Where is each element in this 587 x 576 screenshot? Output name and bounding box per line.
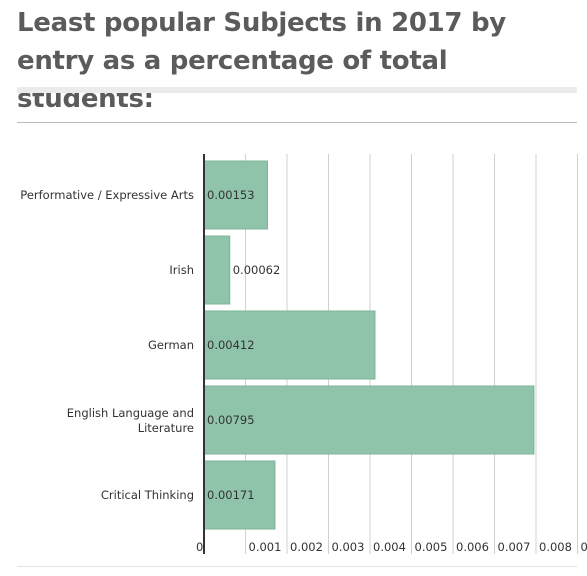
x-tick-label: 0.005 bbox=[415, 540, 448, 554]
bars bbox=[203, 160, 535, 530]
x-tick-label: 0.008 bbox=[539, 540, 572, 554]
bar bbox=[203, 460, 276, 530]
bar-value-label: 0.00153 bbox=[207, 188, 255, 202]
category-label: Performative / Expressive Arts bbox=[20, 188, 194, 202]
x-tick-label: 0.003 bbox=[332, 540, 365, 554]
category-label: Irish bbox=[169, 263, 194, 277]
x-tick-label: 0.007 bbox=[498, 540, 531, 554]
bottom-divider bbox=[17, 566, 577, 567]
x-tick-label: 0.002 bbox=[290, 540, 323, 554]
title-divider bbox=[17, 87, 577, 93]
labels: 0 0.001 0.002 0.003 0.004 0.005 0.006 0.007 0.00… bbox=[20, 188, 587, 554]
bar-value-label: 0.00062 bbox=[233, 263, 281, 277]
category-label: English Language and Literature bbox=[67, 406, 194, 435]
x-tick-label: 0.001 bbox=[249, 540, 282, 554]
bar-value-label: 0.00412 bbox=[207, 338, 255, 352]
x-tick-label: 0.004 bbox=[373, 540, 406, 554]
chart-title: Least popular Subjects in 2017 by entry … bbox=[17, 8, 506, 114]
bar-value-label: 0.00171 bbox=[207, 488, 255, 502]
category-label: German bbox=[148, 338, 194, 352]
bar bbox=[203, 385, 535, 455]
category-label: Critical Thinking bbox=[101, 488, 194, 502]
x-tick-label: 0 bbox=[196, 540, 203, 554]
x-tick-label: 0.009 bbox=[581, 540, 587, 554]
bar-value-label: 0.00795 bbox=[207, 413, 255, 427]
bar bbox=[203, 235, 231, 305]
chart-top-divider bbox=[17, 122, 577, 123]
x-tick-label: 0.006 bbox=[456, 540, 489, 554]
